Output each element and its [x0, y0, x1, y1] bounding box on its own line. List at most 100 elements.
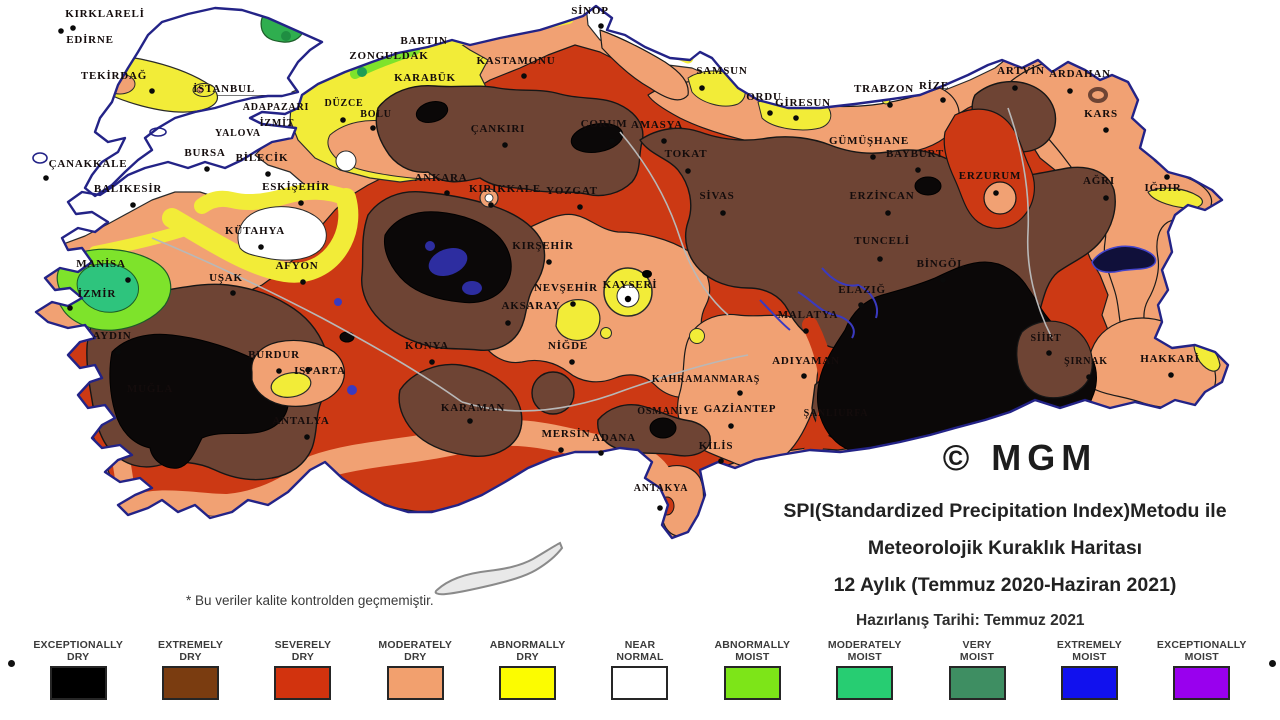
city-label: UŞAK [209, 272, 243, 284]
city-label: AFYON [275, 260, 318, 272]
city-label: ÇORUM [581, 118, 628, 130]
legend-item-label: MODERATELY DRY [378, 639, 453, 663]
station-dot [803, 328, 809, 334]
city-label: ADIYAMAN [772, 355, 840, 367]
city-label: HAKKARİ [1140, 353, 1199, 365]
city-label: SİİRT [1031, 332, 1062, 344]
city-label: ISPARTA [294, 365, 346, 377]
city-label: TRABZON [854, 83, 914, 95]
city-label: AĞRI [1083, 174, 1115, 187]
city-label: IĞDIR [1144, 181, 1181, 194]
station-dot [276, 368, 282, 374]
station-dot [304, 434, 310, 440]
legend-color-swatch [611, 666, 669, 701]
map-title-line2: Meteorolojik Kuraklık Haritası [868, 537, 1142, 559]
station-dot [699, 85, 705, 91]
station-dot [1168, 372, 1174, 378]
legend-item-label: EXCEPTIONALLY MOIST [1156, 639, 1247, 663]
city-label: ERZİNCAN [849, 190, 914, 202]
station-dot [685, 168, 691, 174]
city-label: BİLECİK [236, 152, 289, 164]
city-label: ADANA [592, 432, 636, 444]
city-label: RİZE [919, 80, 949, 92]
province-boundaries [151, 107, 1053, 412]
legend-item: EXCEPTIONALLY MOIST [1146, 639, 1258, 701]
city-label: İZMİT [260, 117, 295, 129]
legend-item-label: SEVERELY DRY [274, 639, 332, 663]
station-dot [429, 359, 435, 365]
station-dot [340, 117, 346, 123]
station-dot [887, 102, 893, 108]
legend-bullet-right [1269, 660, 1276, 667]
city-label: MANİSA [76, 258, 125, 270]
legend-color-swatch [948, 666, 1006, 701]
station-dot [521, 73, 527, 79]
station-dot [885, 210, 891, 216]
turkey-outline [32, 4, 1230, 540]
city-label: GAZİANTEP [704, 403, 777, 415]
legend-color-swatch [499, 666, 557, 701]
station-dot [58, 28, 64, 34]
station-dot [505, 320, 511, 326]
station-dot [720, 210, 726, 216]
station-dot [70, 25, 76, 31]
region-cappadocia-spots [479, 188, 705, 344]
city-label: KONYA [405, 340, 449, 352]
station-dot [993, 190, 999, 196]
lakes-rivers [334, 241, 1157, 395]
city-labels: KIRKLARELİ EDİRNE TEKİRDAĞ İSTANBUL ADAPAZAR… [43, 5, 1199, 511]
legend-color-swatch [1060, 666, 1118, 701]
city-label: BURSA [184, 147, 225, 159]
station-dot [502, 142, 508, 148]
city-label: BOLU [360, 109, 392, 120]
legend-item: SEVERELY DRY [247, 639, 359, 701]
station-dot [488, 202, 494, 208]
station-dot [877, 256, 883, 262]
station-dot [728, 423, 734, 429]
city-label: ESKİŞEHİR [262, 181, 330, 193]
city-label: KAYSERİ [603, 279, 658, 291]
station-dot [793, 115, 799, 121]
cyprus-island [434, 541, 564, 596]
legend-color-swatch [386, 666, 444, 701]
city-label: KARAMAN [441, 402, 505, 414]
city-label: YOZGAT [546, 185, 598, 197]
legend-item-label: VERY MOIST [959, 639, 995, 663]
station-dot [1012, 85, 1018, 91]
city-label: ELAZIĞ [838, 283, 886, 296]
city-label: KÜTAHYA [225, 224, 285, 237]
city-label: MUĞLA [127, 382, 173, 395]
city-label: GÜMÜŞHANE [829, 134, 909, 147]
station-dot [558, 447, 564, 453]
legend-item-label: EXTREMELY DRY [158, 639, 224, 663]
city-label: SİVAS [700, 190, 735, 202]
city-label: ANKARA [414, 172, 467, 184]
legend-item-label: ABNORMALLY MOIST [714, 639, 791, 663]
station-dot [661, 138, 667, 144]
city-label: AKSARAY [502, 300, 561, 312]
station-dot [1164, 174, 1170, 180]
legend-item: EXCEPTIONALLY DRY [22, 639, 134, 701]
city-label: ARDAHAN [1049, 68, 1111, 80]
city-label: MERSİN [542, 428, 591, 440]
station-dot [801, 373, 807, 379]
legend-item: ABNORMALLY MOIST [696, 639, 808, 701]
station-dot [570, 301, 576, 307]
station-dot [115, 349, 121, 355]
city-label: DÜZCE [324, 96, 363, 109]
station-dot [149, 88, 155, 94]
station-dot [265, 171, 271, 177]
city-label: ANTALYA [272, 415, 329, 427]
legend-item-label: ABNORMALLY DRY [489, 639, 566, 663]
city-label: ÇANAKKALE [49, 158, 128, 170]
station-dot [546, 259, 552, 265]
legend-item: MODERATELY DRY [359, 639, 471, 701]
region-erzurum-salmon-core [983, 181, 1017, 215]
legend-item: VERY MOIST [921, 639, 1033, 701]
legend-color-swatch [49, 666, 107, 701]
station-dot [467, 418, 473, 424]
city-label: KIRŞEHİR [512, 240, 574, 252]
region-isparta-yellow [270, 372, 312, 398]
